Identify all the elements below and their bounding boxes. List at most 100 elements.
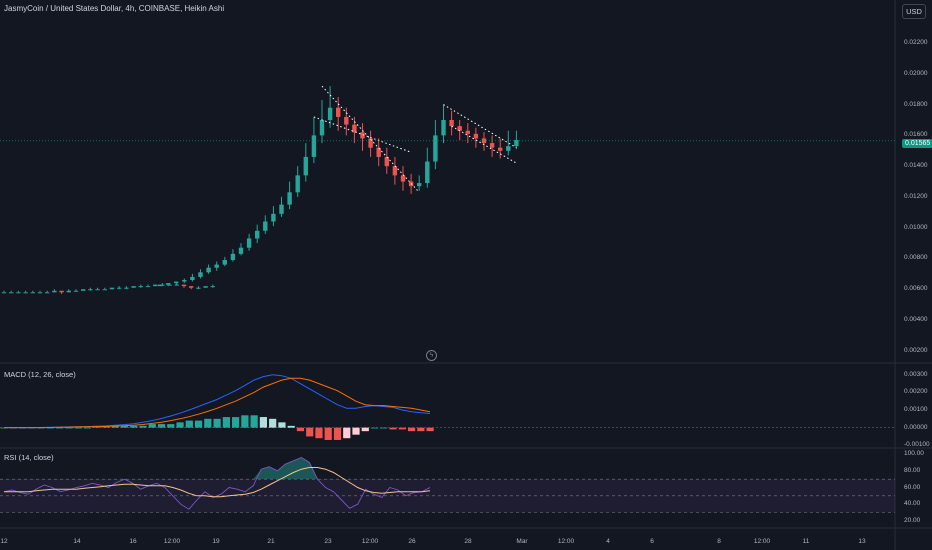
x-tick-label: 26: [408, 538, 416, 545]
candle-body: [160, 284, 165, 286]
candle-body: [514, 140, 519, 147]
x-tick-label: 21: [267, 538, 275, 545]
candle-body: [117, 287, 122, 289]
currency-button[interactable]: USD: [902, 4, 926, 19]
candle-body: [9, 292, 14, 294]
x-tick-label: 13: [858, 538, 866, 545]
macd-label: MACD (12, 26, close): [4, 370, 76, 379]
candle-body: [81, 289, 86, 291]
candle-body: [230, 253, 236, 260]
macd-histogram-bar: [269, 418, 277, 428]
macd-histogram-bar: [185, 420, 193, 428]
macd-histogram-bar: [343, 427, 351, 439]
candle-body: [279, 204, 284, 214]
rsi-tick-label: 100.00: [904, 450, 924, 458]
candle-body: [441, 120, 446, 136]
candle-body: [23, 292, 28, 294]
candle-body: [457, 126, 462, 131]
candle-body: [449, 120, 454, 127]
rsi-tick-label: 60.00: [904, 483, 921, 491]
candle-body: [145, 286, 151, 288]
macd-histogram-bar: [130, 425, 138, 428]
candle-body: [392, 166, 398, 176]
candle-body: [1, 292, 7, 294]
macd-tick-label: 0.00000: [904, 423, 928, 431]
candle-body: [255, 230, 260, 239]
x-tick-label: Mar: [516, 538, 528, 545]
candle-body: [190, 276, 195, 280]
macd-histogram-bar: [204, 418, 212, 428]
candle-body: [131, 286, 136, 288]
rsi-ma-line: [4, 467, 431, 498]
macd-histogram-bar: [232, 417, 240, 428]
rsi-line: [3, 456, 431, 510]
candle-body: [198, 272, 203, 277]
rsi-tick-label: 80.00: [904, 466, 921, 474]
candle-body: [109, 287, 115, 290]
candle-body: [295, 175, 300, 193]
candle-body: [246, 238, 252, 248]
macd-histogram-bar: [278, 422, 286, 428]
candle-body: [433, 135, 438, 162]
candle-body: [360, 132, 365, 139]
candle-body: [222, 260, 227, 265]
macd-histogram-bar: [333, 427, 342, 440]
candle-body: [238, 247, 244, 254]
x-tick-label: 8: [717, 538, 721, 545]
macd-histogram-bar: [120, 425, 129, 428]
x-tick-label: 12: [0, 538, 8, 545]
candle-body: [384, 156, 389, 167]
macd-histogram-bar: [241, 415, 249, 428]
price-tick-label: 0.00200: [904, 346, 928, 354]
macd-histogram-bar: [46, 427, 55, 429]
candle-body: [181, 284, 187, 287]
macd-histogram-bar: [157, 424, 166, 428]
lightning-icon[interactable]: ϟ: [426, 350, 437, 361]
candle-body: [489, 143, 495, 148]
x-tick-label: 14: [73, 538, 81, 545]
macd-histogram-bar: [74, 427, 82, 429]
price-tick-label: 0.02200: [904, 39, 928, 47]
candle-body: [400, 175, 406, 182]
candle-body: [303, 156, 308, 176]
candle-body: [206, 267, 211, 273]
candle-body: [66, 290, 71, 293]
candle-body: [157, 284, 163, 287]
price-tick-label: 0.00400: [904, 316, 928, 323]
candle-body: [52, 290, 57, 293]
price-tick-label: 0.01200: [904, 192, 928, 200]
x-tick-label: 11: [802, 538, 810, 545]
candle-body: [376, 147, 381, 157]
candle-body: [88, 289, 93, 291]
macd-histogram-bar: [250, 415, 258, 428]
x-tick-label: 6: [650, 538, 654, 545]
candle-body: [16, 292, 21, 294]
macd-histogram-bar: [222, 417, 230, 428]
price-tick-label: 0.01400: [904, 162, 928, 170]
macd-tick-label: 0.00300: [904, 370, 928, 378]
macd-histogram-bar: [296, 427, 305, 432]
macd-tick-label: 0.00200: [904, 388, 928, 396]
candle-body: [425, 161, 430, 184]
macd-tick-label: 0.00100: [904, 406, 928, 414]
candle-body: [37, 292, 43, 294]
macd-histogram-bar: [426, 427, 434, 432]
candle-body: [498, 147, 503, 151]
macd-histogram-bar: [176, 422, 184, 428]
price-tick-label: 0.00800: [904, 254, 928, 262]
candle-body: [263, 221, 268, 231]
macd-histogram-bar: [324, 427, 332, 440]
candle-body: [153, 284, 158, 287]
candle-body: [182, 280, 187, 282]
candle-body: [124, 287, 129, 289]
macd-histogram-bar: [352, 427, 360, 435]
candle-body: [174, 284, 179, 286]
macd-histogram-bar: [370, 427, 379, 429]
candle-body: [167, 284, 172, 286]
candle-body: [73, 290, 79, 292]
macd-histogram-bar: [407, 427, 416, 432]
price-tick-label: 0.01600: [904, 131, 928, 139]
rsi-label: RSI (14, close): [4, 453, 54, 462]
candle-body: [311, 135, 317, 157]
